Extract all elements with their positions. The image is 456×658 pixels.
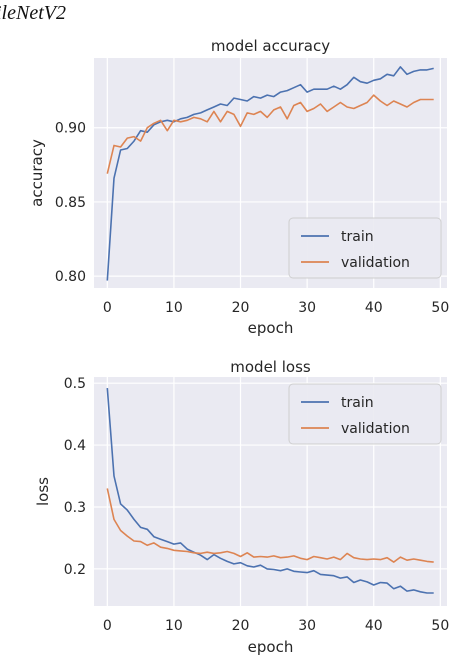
legend-label-train: train (341, 395, 374, 411)
y-axis-label: loss (34, 477, 52, 506)
figure-title: ileNetV2 (0, 2, 66, 24)
legend-label-train: train (341, 229, 374, 245)
x-tick-label: 10 (165, 300, 183, 316)
x-tick-label: 20 (232, 300, 250, 316)
chart-2: model loss 0 10 20 30 40 50 0.2 0.3 0.4 0.5 epoch lo… (34, 358, 449, 656)
y-tick-label: 0.4 (64, 438, 86, 454)
x-tick-label: 30 (298, 300, 316, 316)
series-line-validation (106, 94, 434, 174)
x-tick-label: 0 (103, 300, 112, 316)
y-tick-label: 0.3 (64, 500, 86, 516)
y-tick-label: 0.85 (55, 195, 86, 211)
chart-title: model loss (230, 358, 311, 376)
legend-label-validation: validation (341, 421, 410, 437)
y-tick-label: 0.2 (64, 562, 86, 578)
legend-box (288, 383, 442, 445)
legend: train validation (288, 383, 442, 445)
x-tick-label: 40 (365, 618, 383, 634)
legend-label-validation: validation (341, 255, 410, 271)
x-tick-label: 20 (232, 618, 250, 634)
x-axis-label: epoch (248, 319, 294, 337)
series-line-validation (106, 488, 434, 563)
legend-box (288, 217, 442, 279)
x-tick-label: 40 (365, 300, 383, 316)
y-axis-label: accuracy (28, 139, 46, 207)
x-tick-label: 10 (165, 618, 183, 634)
x-tick-label: 50 (431, 618, 449, 634)
x-tick-label: 30 (298, 618, 316, 634)
y-tick-label: 0.90 (55, 121, 86, 137)
y-tick-label: 0.80 (55, 269, 86, 285)
chart-1: model accuracy 0 10 20 30 40 50 0.80 0.85 0.90 epo… (28, 37, 449, 337)
chart-title: model accuracy (211, 37, 330, 55)
x-tick-label: 0 (103, 618, 112, 634)
x-axis-label: epoch (248, 638, 294, 656)
x-tick-label: 50 (431, 300, 449, 316)
y-tick-label: 0.5 (64, 376, 86, 392)
legend: train validation (288, 217, 442, 279)
series-line-train (106, 388, 434, 594)
